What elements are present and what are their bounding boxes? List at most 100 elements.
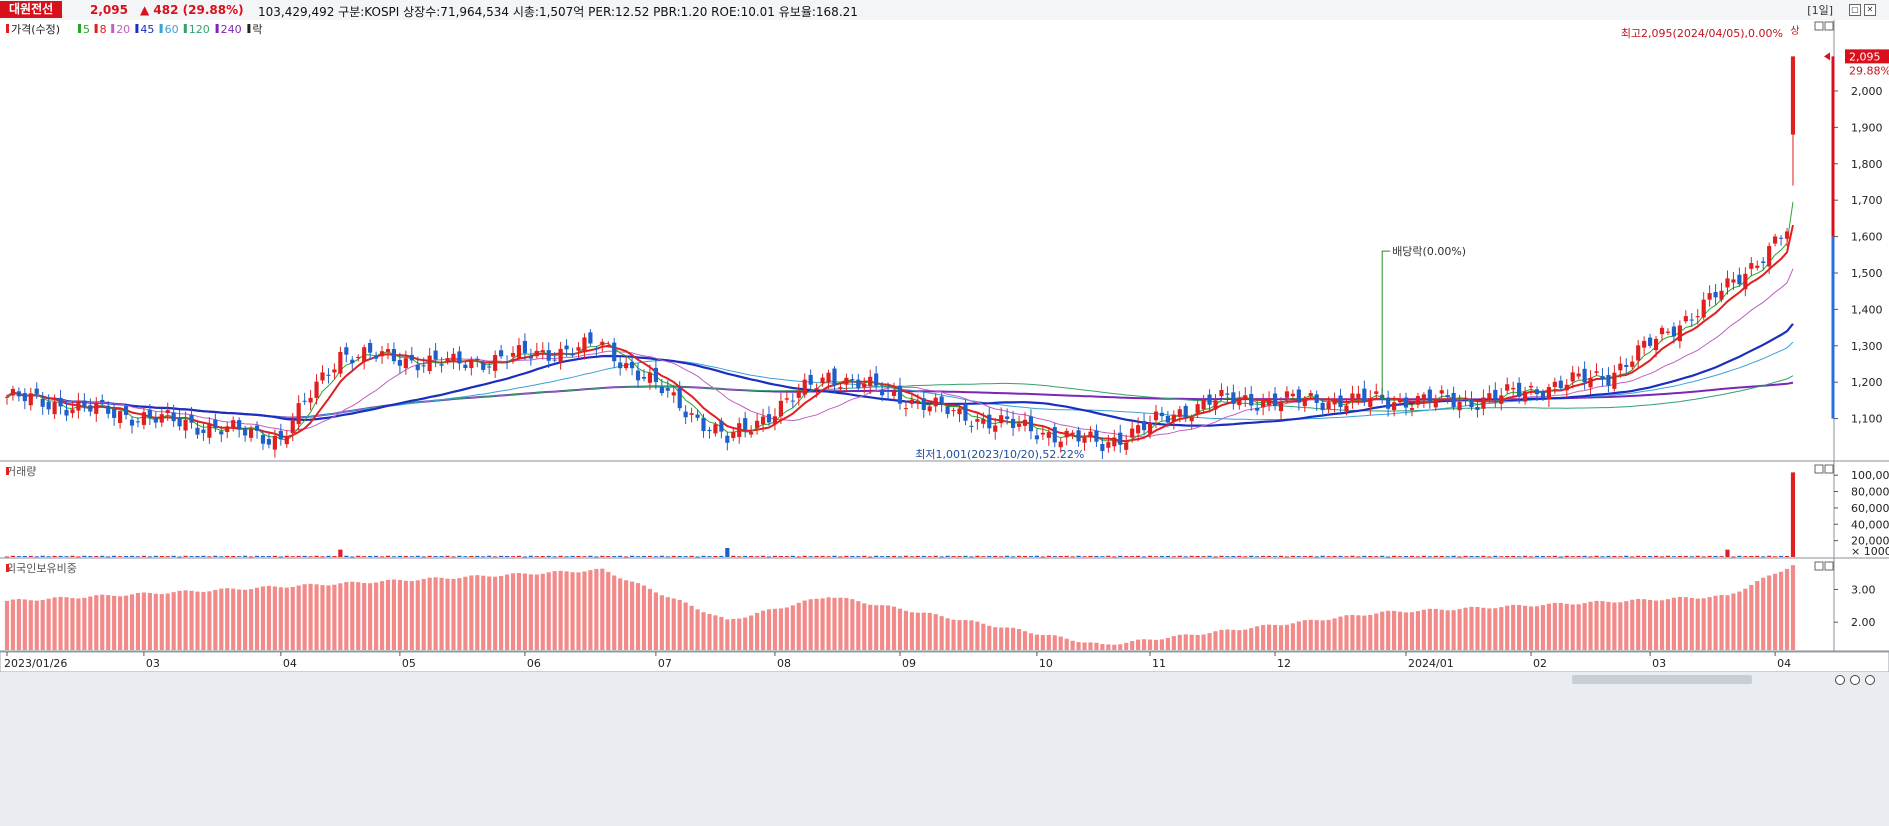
candle-body: [362, 347, 367, 362]
foreign-bar: [606, 571, 611, 650]
foreign-bar: [165, 593, 170, 650]
price-change: ▲ 482 (29.88%): [140, 3, 244, 17]
foreign-bar: [1558, 603, 1563, 650]
foreign-bar: [1171, 636, 1176, 650]
legend-swatch: [159, 24, 163, 33]
legend-label: 락: [252, 23, 262, 36]
foreign-bar: [356, 582, 361, 650]
volume-bar: [94, 556, 99, 557]
foreign-bar: [123, 595, 129, 650]
volume-bar: [1046, 555, 1051, 557]
volume-bar: [1731, 556, 1736, 558]
foreign-bar: [624, 580, 629, 650]
foreign-bar: [826, 597, 831, 650]
volume-bar: [522, 556, 528, 558]
candle-body: [755, 420, 760, 428]
foreign-bar: [1546, 603, 1551, 650]
candle-body: [1511, 387, 1516, 390]
foreign-bar: [880, 605, 885, 650]
foreign-bar: [1225, 629, 1230, 650]
period-selector[interactable]: [1일]: [1807, 4, 1833, 17]
candle-body: [957, 408, 962, 415]
volume-bar: [1088, 555, 1093, 557]
legend-label: 가격(수정): [11, 23, 60, 36]
volume-bar: [391, 556, 397, 558]
maximize-icon[interactable]: ▢: [1849, 4, 1861, 16]
candle-body: [272, 435, 277, 450]
foreign-bar: [1481, 607, 1486, 650]
foreign-bar: [749, 615, 754, 650]
candle-body: [64, 409, 69, 416]
foreign-bar: [1040, 635, 1045, 650]
volume-bar: [70, 555, 75, 557]
y-tick-label: 2,000: [1851, 85, 1883, 98]
candle-body: [701, 417, 706, 432]
volume-bar: [588, 555, 593, 557]
candle-body: [1576, 373, 1581, 377]
candle-body: [1058, 441, 1063, 448]
candle-body: [1094, 430, 1099, 442]
volume-bar: [1106, 555, 1111, 557]
candle-body: [82, 400, 87, 407]
volume-bar: [1790, 472, 1796, 557]
foreign-bar: [1761, 577, 1766, 650]
price-panel-close-icon: [1824, 21, 1834, 31]
volume-bar: [1743, 556, 1748, 557]
candle-body: [1499, 395, 1504, 404]
foreign-bar: [1695, 598, 1700, 650]
volume-bar: [290, 556, 295, 558]
candle-body: [510, 352, 516, 357]
foreign-bar: [510, 573, 516, 650]
candle-body: [945, 406, 950, 415]
foreign-bar: [1249, 628, 1254, 650]
legend-swatch: [135, 24, 139, 33]
candle-body: [1195, 404, 1200, 413]
volume-bar: [231, 555, 236, 557]
volume-bar: [1320, 555, 1325, 557]
candle-body: [28, 393, 33, 406]
volume-bar: [540, 556, 545, 557]
candle-body: [1106, 442, 1111, 448]
candle-body: [1493, 389, 1498, 400]
volume-bar: [1153, 556, 1159, 558]
volume-bar: [1511, 555, 1516, 557]
volume-bar: [1171, 556, 1176, 558]
candle-body: [439, 364, 444, 366]
foreign-bar: [70, 598, 75, 650]
candle-body: [493, 355, 498, 371]
volume-bar: [903, 555, 909, 557]
candle-body: [618, 362, 623, 369]
foreign-bar: [1016, 629, 1022, 650]
y-tick-label: 1,500: [1851, 267, 1883, 280]
dividend-marker: [1381, 250, 1391, 401]
volume-bar: [493, 556, 498, 558]
volume-bar: [558, 555, 563, 557]
foreign-bar: [1653, 600, 1659, 650]
foreign-bar: [1552, 602, 1557, 650]
candle-body: [1177, 409, 1182, 417]
volume-bar: [749, 555, 754, 557]
volume-bar: [1659, 556, 1665, 558]
volume-bar: [546, 555, 551, 557]
foreign-bar: [987, 625, 992, 650]
volume-bar: [397, 555, 402, 557]
foreign-bar: [1011, 627, 1016, 650]
volume-bar: [1177, 555, 1182, 557]
foreign-bar: [445, 578, 450, 650]
foreign-bar: [1665, 599, 1671, 650]
stock-name[interactable]: 대원전선: [0, 1, 63, 18]
foreign-bar: [1314, 620, 1319, 650]
x-tick-label: 09: [902, 657, 916, 670]
legend-swatch: [247, 24, 251, 33]
volume-bar: [528, 555, 533, 557]
legend-label: 20: [116, 23, 130, 36]
foreign-bar: [46, 598, 51, 650]
foreign-bar: [1648, 599, 1653, 650]
volume-unit-label: × 1000: [1851, 545, 1889, 558]
close-icon[interactable]: ✕: [1864, 4, 1876, 16]
candle-body: [135, 421, 141, 423]
candle-body: [1600, 376, 1605, 380]
candle-body: [52, 402, 57, 415]
volume-bar: [653, 556, 658, 558]
candle-body: [141, 412, 146, 425]
